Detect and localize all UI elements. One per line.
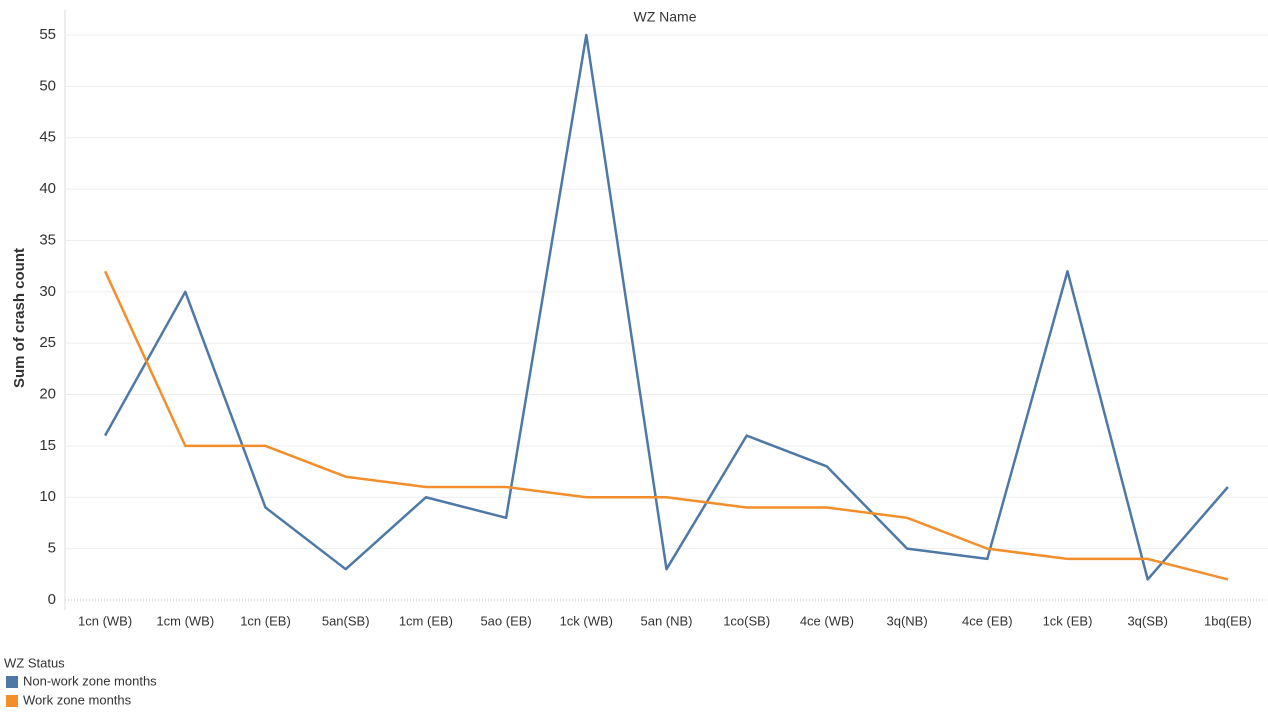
legend-label: Work zone months: [23, 692, 132, 707]
x-tick-label: 1ck (EB): [1043, 613, 1093, 628]
legend-swatch: [6, 676, 18, 688]
x-tick-label: 1co(SB): [723, 613, 770, 628]
y-tick-label: 45: [39, 129, 56, 146]
x-tick-label: 1ck (WB): [560, 613, 613, 628]
legend-swatch: [6, 695, 18, 707]
x-tick-label: 1cm (WB): [156, 613, 214, 628]
y-tick-label: 50: [39, 77, 56, 94]
x-tick-label: 4ce (WB): [800, 613, 854, 628]
y-tick-label: 55: [39, 26, 56, 43]
x-tick-label: 3q(SB): [1127, 613, 1167, 628]
y-axis-title: Sum of crash count: [11, 248, 28, 388]
y-tick-label: 30: [39, 283, 56, 300]
y-tick-label: 0: [48, 591, 56, 608]
x-tick-label: 4ce (EB): [962, 613, 1013, 628]
y-tick-label: 20: [39, 386, 56, 403]
x-tick-label: 3q(NB): [887, 613, 928, 628]
x-tick-label: 5ao (EB): [480, 613, 531, 628]
x-tick-label: 1cn (EB): [240, 613, 291, 628]
series-line: [103, 270, 1229, 581]
x-tick-label: 1cm (EB): [399, 613, 453, 628]
y-tick-label: 10: [39, 488, 56, 505]
y-tick-label: 40: [39, 180, 56, 197]
legend-label: Non-work zone months: [23, 673, 157, 688]
x-tick-label: 5an(SB): [322, 613, 370, 628]
x-tick-label: 5an (NB): [640, 613, 692, 628]
x-tick-label: 1cn (WB): [78, 613, 132, 628]
y-tick-label: 25: [39, 334, 56, 351]
series-line: [104, 33, 1229, 581]
x-tick-label: 1bq(EB): [1204, 613, 1252, 628]
y-tick-label: 15: [39, 437, 56, 454]
x-axis-title: WZ Name: [634, 9, 697, 25]
y-tick-label: 35: [39, 231, 56, 248]
legend-title: WZ Status: [4, 655, 65, 670]
y-tick-label: 5: [48, 540, 56, 557]
